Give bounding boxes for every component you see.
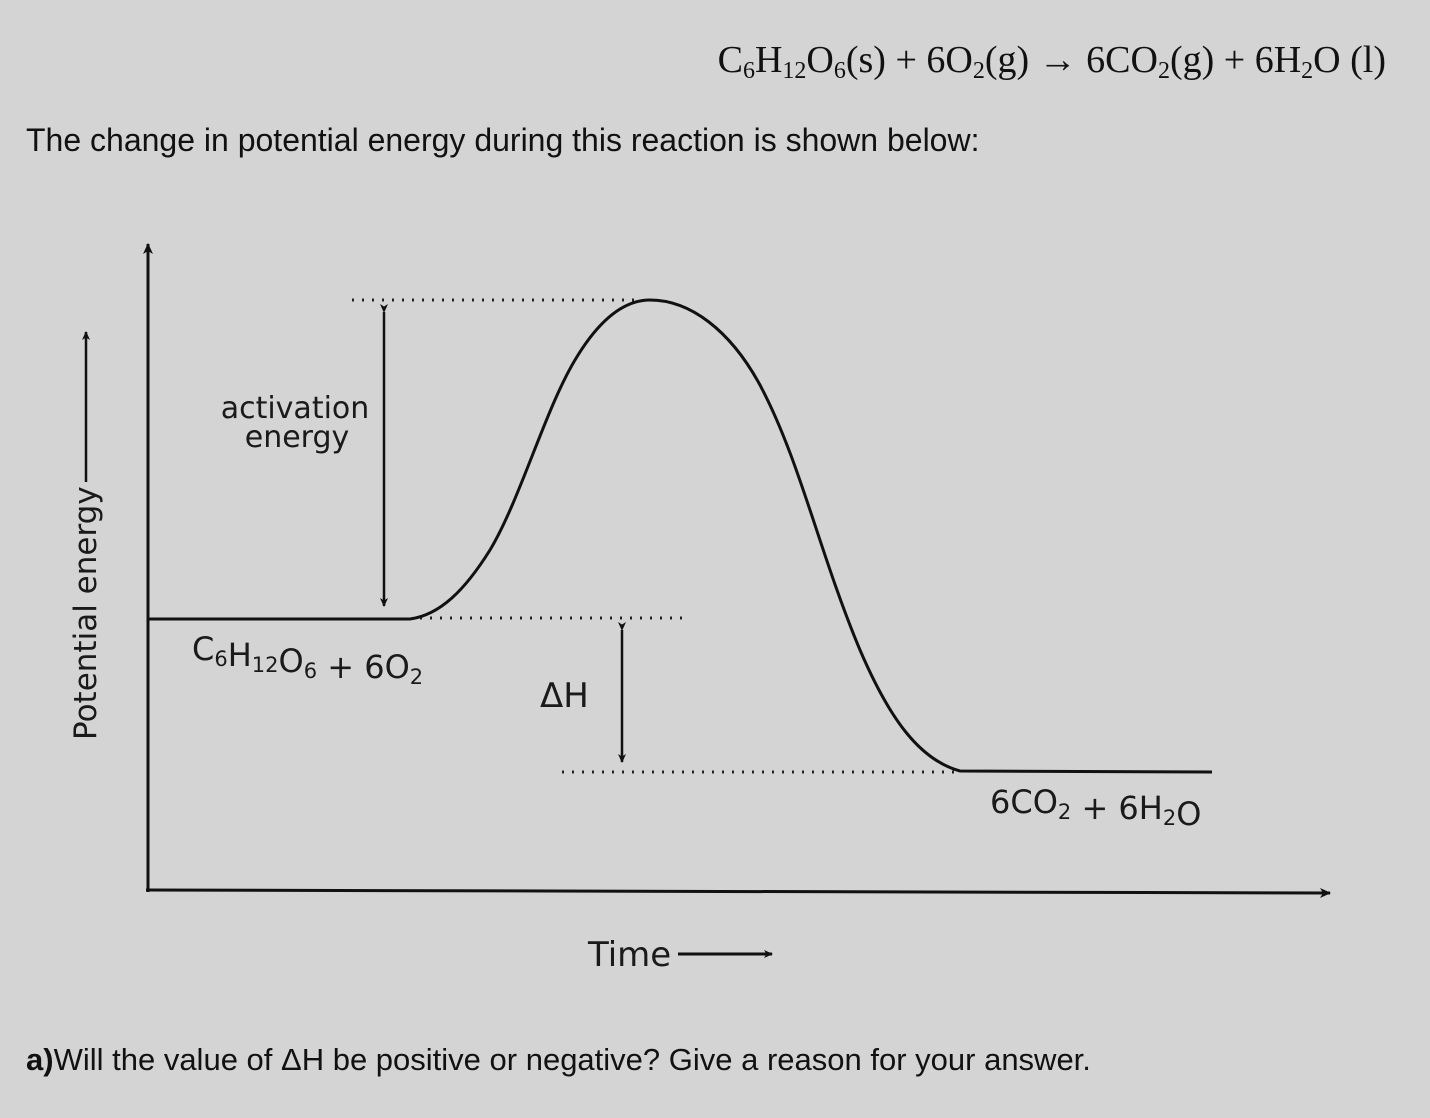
equation-product-co2: 6CO2(g) <box>1086 39 1215 84</box>
reactants-label: C6H12O6 + 6O2 <box>192 630 423 689</box>
equation-plus: + <box>885 39 927 81</box>
intro-text: The change in potential energy during th… <box>26 122 980 158</box>
equation-reactant-glucose: C6H12O6(s) <box>717 39 886 84</box>
question-prefix: a) <box>26 1042 54 1077</box>
y-axis-label-group: Potential energy <box>68 331 104 740</box>
equation-plus: + <box>1214 39 1255 81</box>
question-text: Will the value of ΔH be positive or nega… <box>53 1042 1091 1077</box>
equation-arrow: → <box>1029 39 1087 81</box>
x-axis-label: Time <box>587 935 671 975</box>
x-axis <box>145 887 1331 898</box>
equation-reactant-oxygen: 6O2(g) <box>926 39 1030 84</box>
question-a: a)Will the value of ΔH be positive or ne… <box>26 1042 1091 1078</box>
activation-label-line2: energy <box>245 420 350 455</box>
equation-product-water: 6H2O (l) <box>1254 39 1386 84</box>
delta-h-label: ΔH <box>540 676 589 716</box>
energy-curve <box>148 298 1213 774</box>
chemical-equation: C6H12O6(s) + 6O2(g) → 6CO2(g) + 6H2O (l) <box>717 38 1386 84</box>
activation-label-line1: activation <box>221 391 370 426</box>
y-axis-label: Potential energy <box>68 486 104 740</box>
products-label: 6CO2 + 6H2O <box>990 783 1201 833</box>
